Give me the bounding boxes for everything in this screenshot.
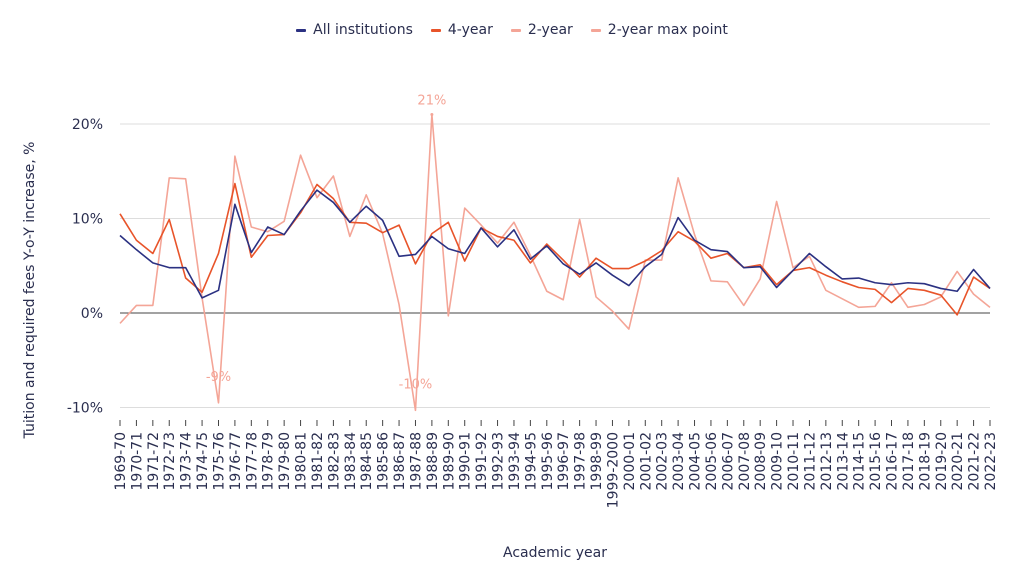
x-tick-label: 1971-72 <box>146 432 162 491</box>
x-tick-label: 1984-85 <box>359 432 375 491</box>
x-tick-label: 1998-99 <box>589 432 605 491</box>
x-tick-label: 2020-21 <box>950 432 966 491</box>
legend-label: 4-year <box>447 22 493 38</box>
x-tick-label: 2021-22 <box>967 432 983 491</box>
x-tick-label: 2006-07 <box>720 432 736 491</box>
legend-label: All institutions <box>313 22 413 38</box>
legend-swatch <box>590 28 601 32</box>
x-tick-label: 1985-86 <box>376 432 392 491</box>
series-line-4-year <box>119 182 991 316</box>
x-tick-label: 2018-19 <box>917 432 933 491</box>
x-tick-label: 2012-13 <box>819 432 835 491</box>
annotations: -9% -10% 21% <box>206 94 447 393</box>
x-tick-label: 1993-94 <box>507 432 523 491</box>
x-tick-label: 1981-82 <box>310 432 326 491</box>
x-tick-label: 1972-73 <box>162 432 178 491</box>
x-tick-label: 1974-75 <box>195 432 211 491</box>
x-tick-label: 2019-20 <box>934 432 950 491</box>
y-axis-title: Tuition and required fees Y-o-Y increase… <box>22 142 38 440</box>
x-axis-ticks: 1969-70 1970-71 1971-72 1972-73 1973-74 1974-… <box>113 420 999 508</box>
x-axis-title: Academic year <box>503 545 607 561</box>
annotation-label: -9% <box>206 370 231 385</box>
x-tick-label: 1977-78 <box>244 432 260 491</box>
x-tick-label: 2011-12 <box>802 432 818 491</box>
x-tick-label: 1970-71 <box>129 432 145 491</box>
x-tick-label: 1990-91 <box>458 432 474 491</box>
y-tick-label: 0% <box>81 306 103 322</box>
x-tick-label: 1979-80 <box>277 432 293 491</box>
x-tick-label: 2002-03 <box>655 432 671 491</box>
x-tick-label: 1988-89 <box>425 432 441 491</box>
legend: All institutions 4-year 2-year 2-year max p… <box>0 22 1024 38</box>
x-tick-label: 1997-98 <box>573 432 589 491</box>
series-layer <box>119 113 991 412</box>
x-tick-label: 1994-95 <box>523 432 539 491</box>
x-tick-label: 2005-06 <box>704 432 720 491</box>
gridlines <box>120 123 990 408</box>
x-tick-label: 1975-76 <box>211 432 227 491</box>
y-tick-label: -10% <box>67 401 103 417</box>
x-tick-label: 1999-2000 <box>605 432 621 508</box>
x-tick-label: 2009-10 <box>770 432 786 491</box>
x-tick-label: 1989-90 <box>441 432 457 491</box>
annotation-label: -10% <box>399 377 433 392</box>
x-tick-label: 2016-17 <box>885 432 901 491</box>
legend-label: 2-year <box>527 22 573 38</box>
x-tick-label: 2017-18 <box>901 432 917 491</box>
y-axis-ticks: -10% 0% 10% 20% <box>67 117 103 417</box>
x-tick-label: 1983-84 <box>343 432 359 491</box>
x-tick-label: 2014-15 <box>852 432 868 491</box>
x-tick-label: 2015-16 <box>868 432 884 491</box>
legend-item[interactable]: All institutions <box>296 22 413 38</box>
x-tick-label: 1992-93 <box>491 432 507 491</box>
x-tick-label: 2000-01 <box>622 432 638 491</box>
x-tick-label: 1973-74 <box>179 432 195 491</box>
legend-swatch <box>296 28 307 32</box>
x-tick-label: 2007-08 <box>737 432 753 491</box>
x-tick-label: 1980-81 <box>294 432 310 491</box>
legend-item[interactable]: 2-year max point <box>590 22 728 38</box>
y-tick-label: 10% <box>72 212 103 228</box>
legend-swatch <box>430 28 441 32</box>
x-tick-label: 1976-77 <box>228 432 244 491</box>
x-tick-label: 1991-92 <box>474 432 490 491</box>
series-line-all-institutions <box>119 189 991 299</box>
x-tick-label: 1986-87 <box>392 432 408 491</box>
max-point-marker <box>430 113 434 117</box>
x-tick-label: 1995-96 <box>540 432 556 491</box>
x-tick-label: 1982-83 <box>326 432 342 491</box>
x-tick-label: 1987-88 <box>408 432 424 491</box>
legend-label: 2-year max point <box>607 22 728 38</box>
x-tick-label: 2022-23 <box>983 432 999 491</box>
annotation-label: 21% <box>417 94 446 109</box>
x-tick-label: 1996-97 <box>556 432 572 491</box>
series-line-2-year <box>119 113 991 412</box>
x-tick-label: 2003-04 <box>671 432 687 491</box>
x-tick-label: 2004-05 <box>688 432 704 491</box>
x-tick-label: 2001-02 <box>638 432 654 491</box>
x-tick-label: 2008-09 <box>753 432 769 491</box>
x-tick-label: 1969-70 <box>113 432 129 491</box>
x-tick-label: 1978-79 <box>261 432 277 491</box>
x-tick-label: 2013-14 <box>835 432 851 491</box>
legend-swatch <box>510 28 521 32</box>
legend-item[interactable]: 2-year <box>510 22 573 38</box>
legend-item[interactable]: 4-year <box>430 22 493 38</box>
x-tick-label: 2010-11 <box>786 432 802 491</box>
y-tick-label: 20% <box>72 117 103 133</box>
